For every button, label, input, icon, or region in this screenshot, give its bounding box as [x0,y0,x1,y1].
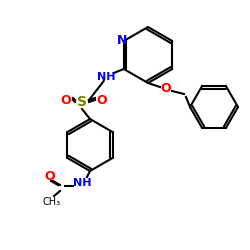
Text: N: N [116,34,127,46]
Text: S: S [77,95,87,109]
Text: O: O [97,94,107,106]
Text: CH₃: CH₃ [43,197,61,207]
Text: O: O [61,94,71,106]
Text: NH: NH [73,178,91,188]
Text: O: O [161,82,171,96]
Text: NH: NH [96,72,115,82]
Text: O: O [45,170,55,182]
